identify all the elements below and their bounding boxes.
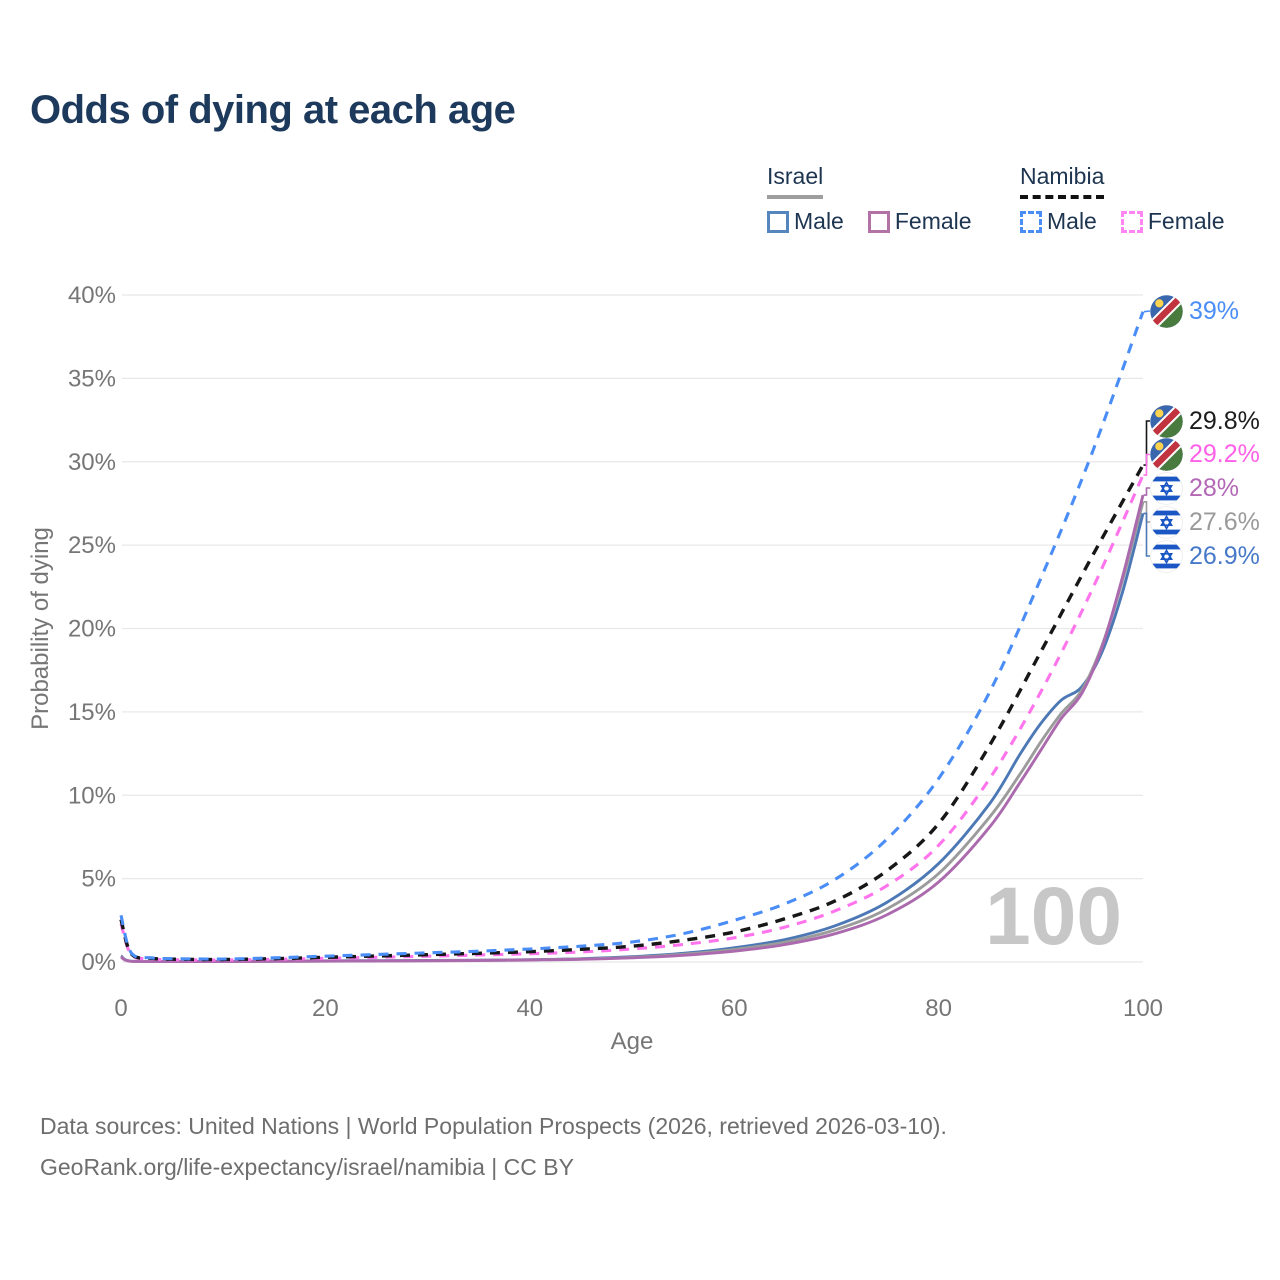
y-tick-label-25: 25% [68, 532, 116, 559]
leader-line-namibia-female [1143, 453, 1150, 476]
end-label-namibia-total: 29.8% [1150, 404, 1260, 438]
leader-line-namibia-total [1143, 420, 1150, 466]
y-tick-label-35: 35% [68, 365, 116, 392]
y-tick-label-20: 20% [68, 616, 116, 643]
end-label-value: 39% [1189, 296, 1240, 325]
namibia-flag-icon [1150, 438, 1183, 471]
namibia-male-swatch-icon [1020, 210, 1042, 233]
end-label-israel-total: 27.6% [1150, 505, 1260, 539]
footer-attribution: GeoRank.org/life-expectancy/israel/namib… [40, 1154, 574, 1180]
footer-data-sources: Data sources: United Nations | World Pop… [40, 1113, 947, 1139]
israel-female-swatch-icon [867, 210, 890, 233]
legend-namibia-male-label: Male [1047, 208, 1097, 234]
legend: Israel Male Female Namibia Male [0, 163, 1280, 243]
israel-flag-icon [1150, 505, 1183, 539]
leader-line-namibia-male [1143, 310, 1151, 313]
line-israel-female [120, 494, 1145, 964]
chart-plot: 0% 5% 10% 15% 20% 25% 30% 35% 40% 0 20 40 60 80 100 Age… [27, 282, 1163, 1055]
namibia-flag-icon [1150, 404, 1183, 438]
legend-israel-female-label: Female [894, 208, 972, 234]
israel-flag-icon [1150, 539, 1183, 573]
footer: Data sources: United Nations | World Pop… [40, 1106, 947, 1188]
end-label-value: 28% [1189, 473, 1240, 502]
legend-israel-title: Israel [767, 163, 824, 189]
y-tick-label-0: 0% [81, 949, 116, 976]
x-tick-label-20: 20 [312, 995, 339, 1022]
end-label-namibia-female: 29.2% [1150, 438, 1260, 471]
y-tick-label-5: 5% [81, 866, 116, 893]
x-tick-label-80: 80 [925, 995, 952, 1022]
end-label-value: 26.9% [1189, 541, 1260, 570]
legend-namibia-female[interactable]: Female [1120, 208, 1225, 235]
legend-namibia-female-label: Female [1147, 208, 1225, 234]
namibia-flag-icon [1150, 294, 1183, 328]
legend-namibia-title: Namibia [1020, 163, 1105, 189]
israel-flag-icon [1150, 471, 1183, 505]
legend-namibia-male[interactable]: Male [1020, 208, 1097, 235]
end-label-value: 29.8% [1189, 406, 1260, 435]
end-label-namibia-male: 39% [1150, 294, 1240, 328]
end-label-israel-male: 26.9% [1150, 539, 1260, 573]
legend-israel-male[interactable]: Male [767, 208, 844, 235]
y-tick-label-15: 15% [68, 699, 116, 726]
legend-group-israel: Israel Male Female [767, 163, 972, 235]
y-axis-title: Probability of dying [27, 527, 54, 730]
namibia-female-swatch-icon [1120, 210, 1143, 233]
line-namibia-male [119, 311, 1145, 961]
x-tick-label-100: 100 [1123, 995, 1163, 1022]
israel-male-swatch-icon [767, 210, 789, 233]
end-label-israel-female: 28% [1150, 471, 1240, 505]
leader-line-israel-female [1143, 487, 1150, 496]
y-tick-label-40: 40% [68, 282, 116, 309]
x-tick-label-40: 40 [516, 995, 543, 1022]
page-title: Odds of dying at each age [30, 88, 516, 132]
leader-line-israel-total [1143, 500, 1150, 523]
y-tick-label-30: 30% [68, 449, 116, 476]
x-tick-label-0: 0 [114, 995, 127, 1022]
legend-namibia-header: Namibia [1020, 163, 1105, 199]
x-tick-label-60: 60 [721, 995, 748, 1022]
age-hover-watermark: 100 [985, 871, 1122, 962]
legend-israel-header: Israel [767, 163, 824, 199]
x-axis-title: Age [611, 1028, 654, 1055]
legend-israel-female[interactable]: Female [867, 208, 972, 235]
end-label-value: 27.6% [1189, 507, 1260, 536]
legend-group-namibia: Namibia Male Female [1020, 163, 1225, 235]
legend-israel-male-label: Male [794, 208, 844, 234]
y-tick-label-10: 10% [68, 782, 116, 809]
end-label-value: 29.2% [1189, 440, 1260, 468]
leader-line-israel-male [1143, 512, 1150, 557]
